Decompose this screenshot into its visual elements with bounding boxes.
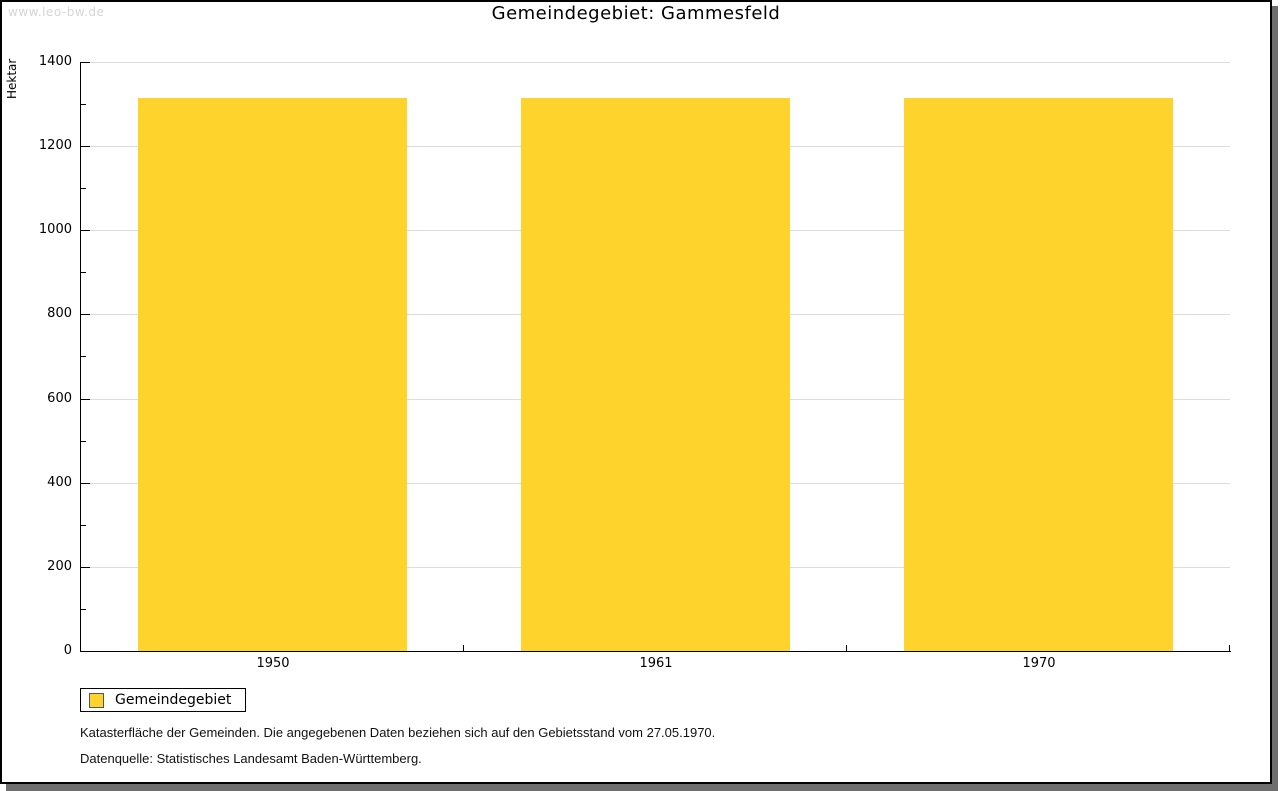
y-major-tick-1200 (81, 146, 90, 147)
frame-shadow-right (1272, 6, 1278, 791)
y-major-tick-200 (81, 567, 90, 568)
y-tick-label-400: 400 (47, 475, 72, 490)
y-tick-label-200: 200 (47, 559, 72, 574)
y-minor-tick-300 (81, 525, 86, 526)
y-major-tick-1400 (81, 62, 90, 63)
x-tick-label-1970: 1970 (1022, 656, 1056, 671)
bar-1961 (521, 98, 790, 651)
legend: Gemeindegebiet (80, 688, 247, 712)
x-tick-label-1961: 1961 (639, 656, 673, 671)
gridline-1400 (81, 62, 1230, 63)
y-minor-tick-100 (81, 609, 86, 610)
legend-swatch (89, 692, 104, 708)
x-tick-3 (1229, 645, 1230, 651)
y-minor-tick-900 (81, 272, 86, 273)
y-major-tick-0 (81, 651, 90, 652)
x-tick-1 (463, 645, 464, 651)
frame-shadow-bottom (6, 784, 1278, 791)
y-major-tick-1000 (81, 230, 90, 231)
y-tick-label-600: 600 (47, 391, 72, 406)
y-tick-label-0: 0 (63, 643, 72, 658)
y-major-tick-600 (81, 399, 90, 400)
y-tick-label-800: 800 (47, 306, 72, 321)
y-tick-label-1400: 1400 (38, 54, 72, 69)
y-axis-label: Hektar (5, 58, 19, 99)
y-minor-tick-700 (81, 356, 86, 357)
y-minor-tick-1100 (81, 188, 86, 189)
legend-label: Gemeindegebiet (115, 692, 232, 708)
y-axis-line (80, 62, 81, 652)
footnote-source-note: Katasterfläche der Gemeinden. Die angege… (80, 725, 716, 740)
y-major-tick-800 (81, 314, 90, 315)
x-tick-label-1950: 1950 (256, 656, 290, 671)
watermark: www.leo-bw.de (8, 5, 105, 19)
x-tick-0 (80, 645, 81, 651)
bar-1970 (904, 98, 1173, 651)
y-tick-label-1200: 1200 (38, 138, 72, 153)
y-minor-tick-500 (81, 441, 86, 442)
y-major-tick-400 (81, 483, 90, 484)
chart-title: Gemeindegebiet: Gammesfeld (491, 3, 781, 24)
x-tick-2 (846, 645, 847, 651)
bar-1950 (138, 98, 407, 651)
y-minor-tick-1300 (81, 104, 86, 105)
y-tick-label-1000: 1000 (38, 222, 72, 237)
footnote-data-source: Datenquelle: Statistisches Landesamt Bad… (80, 751, 422, 766)
x-axis-line (80, 651, 1231, 652)
